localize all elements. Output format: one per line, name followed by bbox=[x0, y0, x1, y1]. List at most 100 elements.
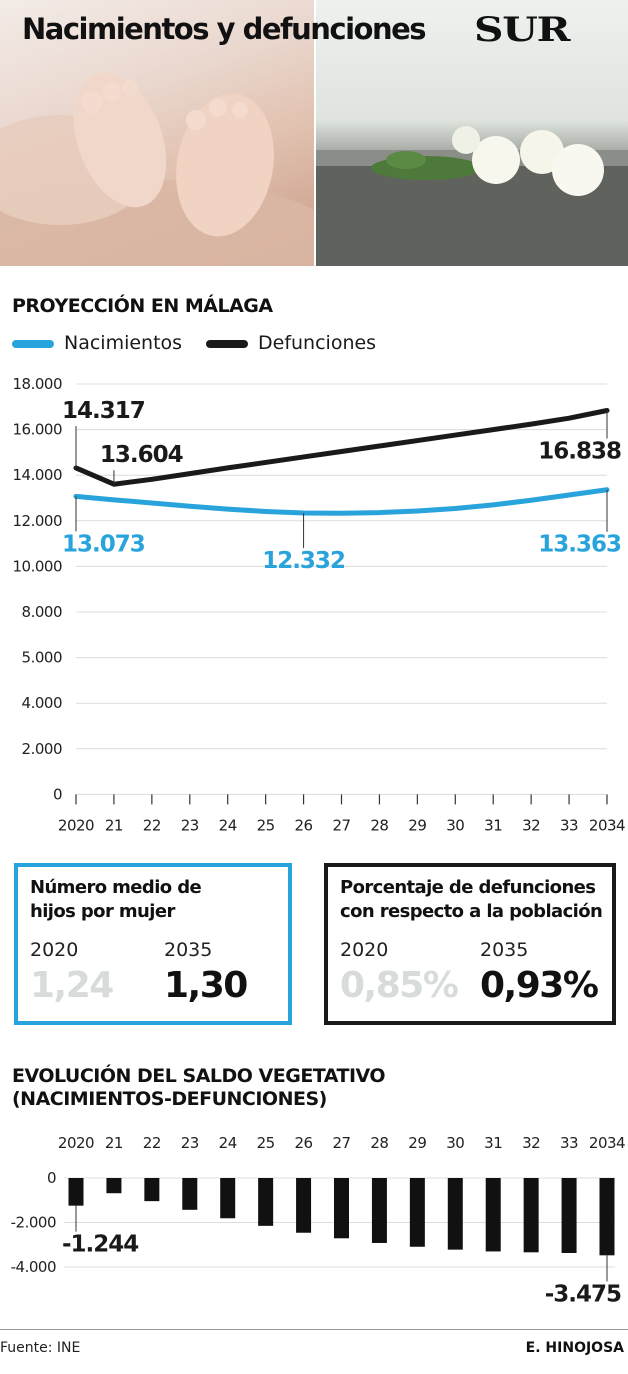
data-label-defunciones-1: 13.604 bbox=[100, 442, 183, 468]
bar-data-label-14: -3.475 bbox=[545, 1281, 621, 1307]
children-year-2020: 2020 bbox=[30, 939, 79, 961]
x-tick-label-2034: 2034 bbox=[589, 816, 625, 834]
bar-25 bbox=[258, 1178, 274, 1226]
children-value-2020: 1,24 bbox=[30, 965, 114, 1006]
x-tick-label-33: 33 bbox=[560, 816, 578, 834]
y-tick-label-0: 0 bbox=[53, 785, 62, 803]
series-line-defunciones bbox=[73, 407, 610, 487]
bar-2020 bbox=[68, 1178, 84, 1206]
x-tick-label-27: 27 bbox=[332, 816, 350, 834]
bar-chart-title: EVOLUCIÓN DEL SALDO VEGETATIVO bbox=[12, 1065, 386, 1087]
sur-logo: SUR bbox=[474, 10, 571, 50]
children-per-woman-box: Número medio de hijos por mujer 2020 1,2… bbox=[14, 863, 292, 1025]
data-label-nacimientos-14: 13.363 bbox=[538, 532, 621, 558]
roses-photo bbox=[316, 0, 628, 266]
bar-29 bbox=[409, 1178, 425, 1247]
bar-x-label-26: 26 bbox=[295, 1134, 313, 1152]
y-tick-label-4-000: 4.000 bbox=[22, 694, 62, 712]
children-heading-line2: hijos por mujer bbox=[30, 901, 175, 922]
source-credit: Fuente: INE bbox=[0, 1340, 81, 1356]
children-value-2035: 1,30 bbox=[164, 965, 248, 1006]
children-heading-line1: Número medio de bbox=[30, 877, 202, 898]
x-tick-label-28: 28 bbox=[370, 816, 388, 834]
bar-x-label-2020: 2020 bbox=[58, 1134, 94, 1152]
legend-label-deaths: Defunciones bbox=[258, 332, 377, 354]
bar-27 bbox=[334, 1178, 349, 1239]
deaths-year-2035: 2035 bbox=[480, 939, 529, 961]
baby-feet-illustration bbox=[0, 72, 314, 266]
x-tick-label-32: 32 bbox=[522, 816, 540, 834]
bar-data-label-0: -1.244 bbox=[62, 1232, 138, 1258]
x-tick-label-31: 31 bbox=[484, 816, 502, 834]
bar-x-label-31: 31 bbox=[484, 1134, 502, 1152]
y-tick-label-16-000: 16.000 bbox=[13, 421, 63, 439]
data-label-nacimientos-6: 12.332 bbox=[262, 548, 345, 574]
y-tick-label-18-000: 18.000 bbox=[13, 375, 63, 393]
deaths-heading-line1: Porcentaje de defunciones bbox=[340, 877, 596, 898]
page-title: Nacimientos y defunciones bbox=[22, 12, 427, 46]
line-chart: 18.000 16.000 14.000 12.000 10.000 8.000 5.000… bbox=[13, 375, 626, 834]
bar-26 bbox=[296, 1178, 312, 1233]
bar-23 bbox=[182, 1178, 198, 1210]
bar-y-tick-label-0: 0 bbox=[47, 1169, 56, 1187]
data-label-defunciones-14: 16.838 bbox=[538, 438, 621, 464]
bar-21 bbox=[106, 1178, 122, 1194]
x-tick-label-22: 22 bbox=[143, 816, 161, 834]
y-tick-label-10-000: 10.000 bbox=[13, 557, 63, 575]
y-tick-label-14-000: 14.000 bbox=[13, 466, 63, 484]
x-tick-label-21: 21 bbox=[105, 816, 123, 834]
bar-28 bbox=[371, 1178, 387, 1243]
y-tick-label-5-000: 5.000 bbox=[22, 649, 62, 667]
header-banner: Nacimientos y defunciones SUR bbox=[0, 0, 628, 266]
bar-31 bbox=[485, 1178, 501, 1252]
y-tick-label-2-000: 2.000 bbox=[22, 740, 62, 758]
bar-chart: 2020 21 22 23 24 25 26 27 28 29 30 31 32 33 2034 0 -2.00… bbox=[11, 1134, 626, 1307]
deaths-box-heading: Porcentaje de defunciones con respecto a… bbox=[340, 876, 603, 924]
bar-y-tick-label--4-000: -4.000 bbox=[11, 1258, 56, 1276]
x-tick-label-23: 23 bbox=[181, 816, 199, 834]
deaths-heading-line2: con respecto a la población bbox=[340, 901, 603, 922]
x-tick-label-30: 30 bbox=[446, 816, 464, 834]
deaths-value-2020: 0,85% bbox=[340, 965, 459, 1006]
death-rate-box: Porcentaje de defunciones con respecto a… bbox=[324, 863, 616, 1025]
children-year-2035: 2035 bbox=[164, 939, 213, 961]
roses-illustration bbox=[316, 126, 628, 266]
legend-swatch-births bbox=[12, 339, 54, 348]
x-tick-label-25: 25 bbox=[257, 816, 275, 834]
bar-32 bbox=[523, 1178, 539, 1253]
bar-x-label-2034: 2034 bbox=[589, 1134, 625, 1152]
bar-y-tick-label--2-000: -2.000 bbox=[11, 1214, 56, 1232]
bar-30 bbox=[447, 1178, 463, 1250]
children-box-heading: Número medio de hijos por mujer bbox=[30, 876, 202, 924]
bar-chart-subtitle: (NACIMIENTOS-DEFUNCIONES) bbox=[12, 1088, 327, 1110]
bar-24 bbox=[220, 1178, 236, 1219]
bar-x-label-22: 22 bbox=[143, 1134, 161, 1152]
series-line-nacimientos bbox=[73, 487, 610, 516]
deaths-value-2035: 0,93% bbox=[480, 965, 599, 1006]
data-label-defunciones-0: 14.317 bbox=[62, 398, 145, 424]
y-tick-label-8-000: 8.000 bbox=[22, 603, 62, 621]
footer-divider bbox=[0, 1329, 628, 1330]
legend-item-births: Nacimientos bbox=[12, 332, 182, 356]
bar-x-label-30: 30 bbox=[446, 1134, 464, 1152]
line-chart-title: PROYECCIÓN EN MÁLAGA bbox=[12, 295, 273, 317]
legend-label-births: Nacimientos bbox=[64, 332, 183, 354]
x-tick-label-24: 24 bbox=[219, 816, 237, 834]
y-tick-label-12-000: 12.000 bbox=[13, 512, 63, 530]
bar-x-label-21: 21 bbox=[105, 1134, 123, 1152]
legend-swatch-deaths bbox=[206, 339, 248, 348]
bar-x-label-32: 32 bbox=[522, 1134, 540, 1152]
bar-x-label-24: 24 bbox=[219, 1134, 237, 1152]
bar-x-label-28: 28 bbox=[370, 1134, 388, 1152]
bar-x-label-33: 33 bbox=[560, 1134, 578, 1152]
baby-feet-photo bbox=[0, 0, 314, 266]
x-tick-label-2020: 2020 bbox=[58, 816, 94, 834]
bar-x-label-23: 23 bbox=[181, 1134, 199, 1152]
legend-item-deaths: Defunciones bbox=[206, 332, 376, 356]
x-tick-label-29: 29 bbox=[408, 816, 426, 834]
bar-x-label-27: 27 bbox=[332, 1134, 350, 1152]
bar-x-label-29: 29 bbox=[408, 1134, 426, 1152]
data-label-nacimientos-0: 13.073 bbox=[62, 531, 145, 557]
bar-2034 bbox=[599, 1178, 615, 1256]
bar-x-label-25: 25 bbox=[257, 1134, 275, 1152]
